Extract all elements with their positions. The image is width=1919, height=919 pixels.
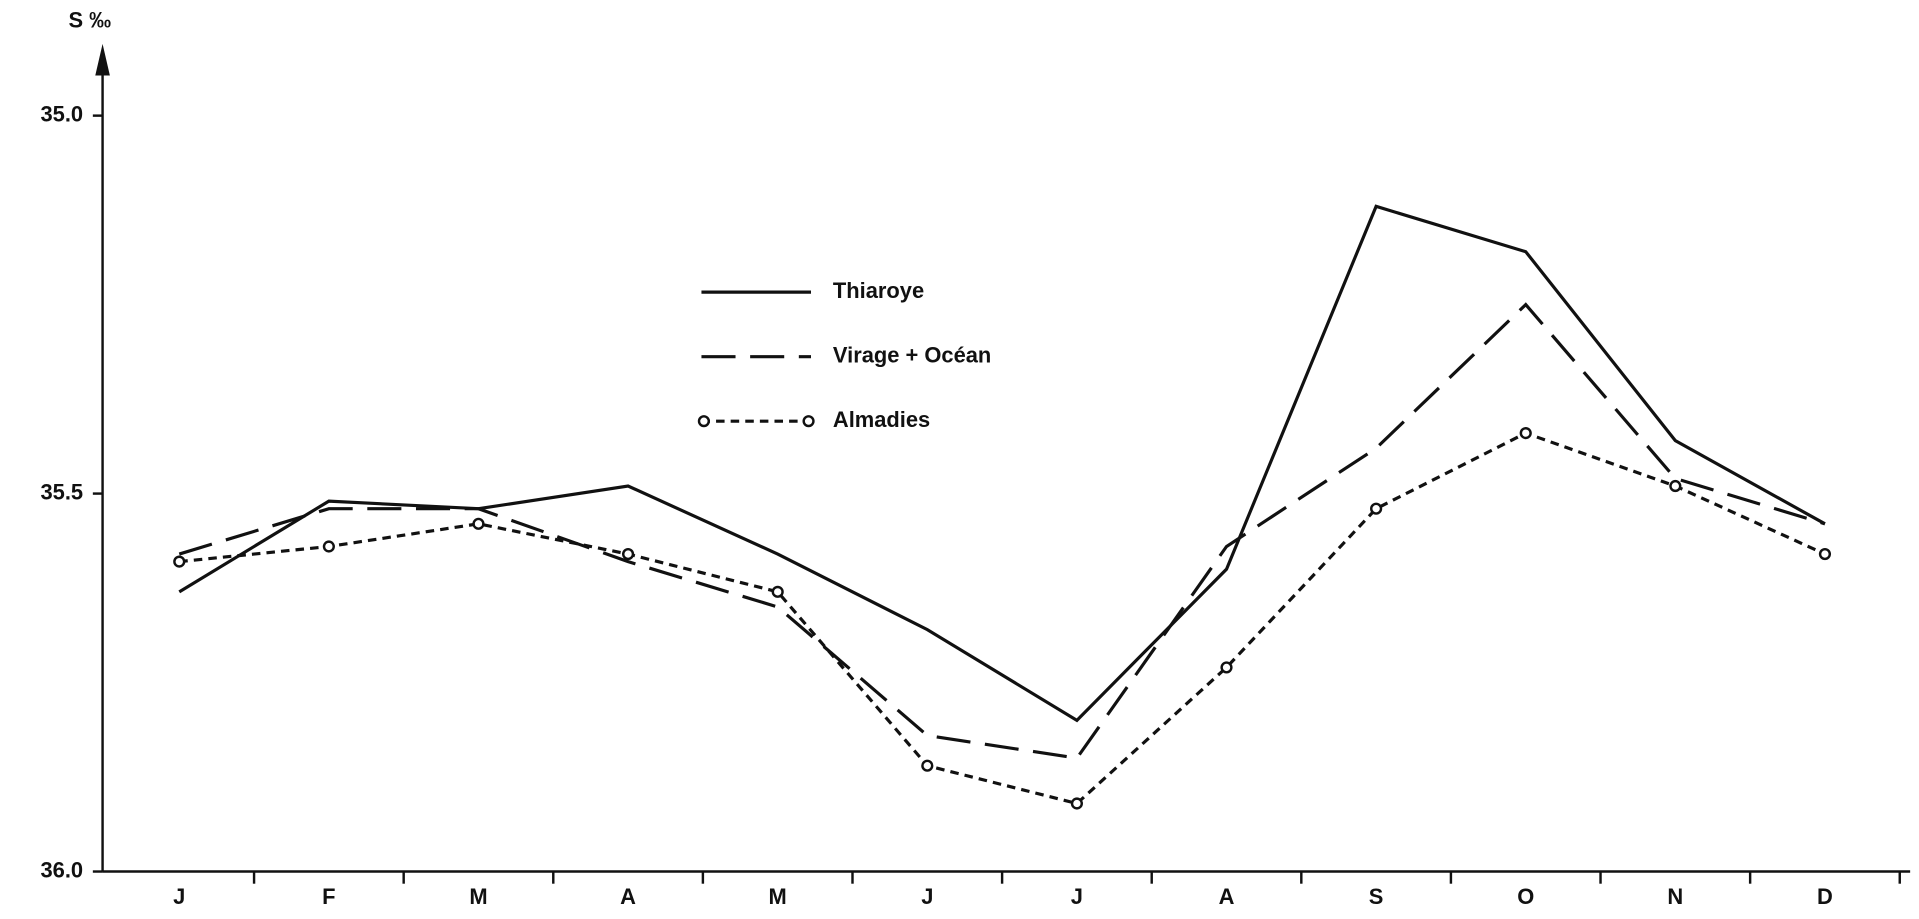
x-tick-label: J <box>1071 884 1083 909</box>
point <box>322 540 335 553</box>
y-axis-arrow <box>95 43 110 76</box>
series-line <box>178 204 1826 723</box>
legend-label: Almadies <box>833 407 930 432</box>
y-tick-label: 36.0 <box>40 857 83 882</box>
x-tick-label: O <box>1517 884 1534 909</box>
x-tick-label: D <box>1817 884 1833 909</box>
x-tick-label: A <box>620 884 636 909</box>
point <box>921 759 934 772</box>
point <box>1818 547 1832 561</box>
x-tick-label: M <box>769 884 787 909</box>
point <box>771 585 784 598</box>
point <box>1370 502 1383 515</box>
x-tick-label: S <box>1369 884 1384 909</box>
x-tick-label: M <box>469 884 487 909</box>
x-tick-label: J <box>173 884 185 909</box>
x-tick-label: F <box>322 884 335 909</box>
x-tick-label: J <box>921 884 933 909</box>
x-tick-label: N <box>1667 884 1683 909</box>
point <box>472 517 485 530</box>
y-axis-label: S ‰ <box>68 8 111 33</box>
point <box>1070 797 1083 810</box>
point <box>173 555 186 568</box>
x-tick-label: A <box>1219 884 1235 909</box>
y-tick-label: 35.5 <box>40 479 83 504</box>
point <box>1519 427 1532 440</box>
series-line <box>178 302 1826 760</box>
legend-marker <box>697 415 710 428</box>
y-tick-label: 35.0 <box>40 101 83 126</box>
legend-label: Thiaroye <box>833 278 924 303</box>
point <box>1669 479 1682 493</box>
point <box>1220 661 1233 674</box>
legend-label: Virage + Océan <box>833 342 991 367</box>
point <box>621 547 635 561</box>
legend-marker <box>802 415 815 428</box>
